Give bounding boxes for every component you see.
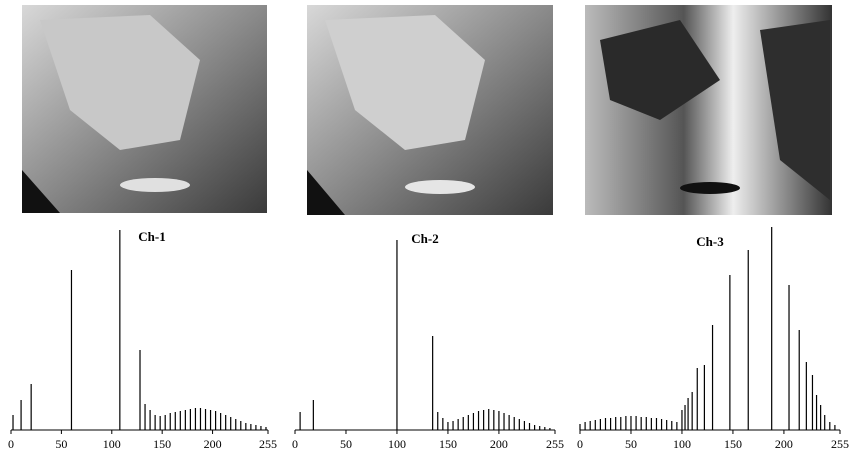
- x-tick-label: 0: [577, 437, 583, 451]
- x-tick-label: 50: [340, 437, 352, 451]
- x-tick-label: 200: [490, 437, 508, 451]
- x-tick-label: 200: [775, 437, 793, 451]
- x-tick-label: 100: [103, 437, 121, 451]
- x-tick-label: 50: [625, 437, 637, 451]
- chart-title: Ch-1: [138, 229, 165, 244]
- satellite-image: [585, 5, 832, 215]
- x-tick-label: 255: [259, 437, 277, 451]
- x-tick-label: 150: [153, 437, 171, 451]
- chart-title: Ch-2: [411, 231, 438, 246]
- satellite-image: [22, 5, 267, 213]
- x-tick-label: 50: [55, 437, 67, 451]
- x-tick-label: 200: [204, 437, 222, 451]
- satellite-image: [307, 5, 553, 215]
- x-tick-label: 100: [388, 437, 406, 451]
- x-tick-label: 255: [546, 437, 564, 451]
- x-tick-label: 150: [724, 437, 742, 451]
- x-tick-label: 100: [673, 437, 691, 451]
- chart-title: Ch-3: [696, 234, 724, 249]
- x-tick-label: 150: [439, 437, 457, 451]
- x-tick-label: 255: [831, 437, 849, 451]
- x-tick-label: 0: [8, 437, 14, 451]
- x-tick-label: 0: [292, 437, 298, 451]
